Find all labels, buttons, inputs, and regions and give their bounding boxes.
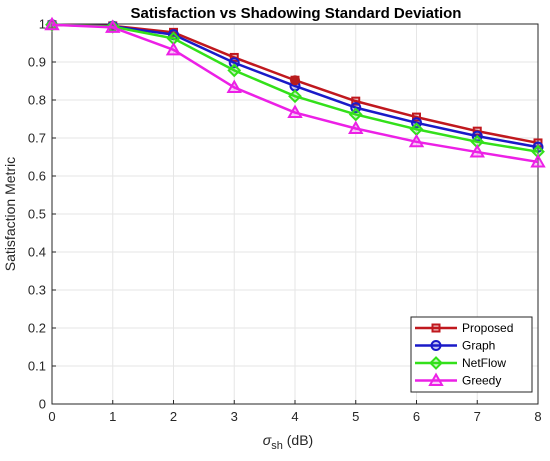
data-point-greedy bbox=[530, 153, 546, 168]
x-tick-label: 7 bbox=[474, 409, 481, 424]
y-tick-label: 0.2 bbox=[28, 321, 46, 336]
x-axis-label-symbol: σ bbox=[263, 432, 272, 448]
series-line-greedy bbox=[51, 23, 539, 164]
data-point-netflow bbox=[348, 107, 363, 122]
y-tick-label: 0.3 bbox=[28, 283, 46, 298]
data-point-greedy bbox=[287, 104, 303, 119]
y-tick-label: 0.4 bbox=[28, 245, 46, 260]
x-tick-label: 0 bbox=[48, 409, 55, 424]
highlight-point bbox=[290, 75, 300, 86]
legend-swatch-marker bbox=[430, 340, 442, 351]
data-point-greedy bbox=[44, 16, 60, 31]
data-point-greedy bbox=[469, 144, 485, 158]
data-point-proposed bbox=[412, 112, 421, 122]
chart-title: Satisfaction vs Shadowing Standard Devia… bbox=[131, 5, 462, 22]
y-tick-label: 0.7 bbox=[28, 131, 46, 146]
data-point-netflow bbox=[227, 63, 242, 78]
data-point-graph bbox=[228, 57, 240, 69]
legend-item-netflow: NetFlow bbox=[415, 356, 506, 370]
legend: Proposed Graph NetFlow Greedy bbox=[410, 316, 533, 393]
x-tick-label: 6 bbox=[413, 409, 420, 424]
y-axis-label: Satisfaction Metric bbox=[2, 157, 18, 271]
x-tick-label: 4 bbox=[291, 409, 298, 424]
y-tick-label: 0 bbox=[39, 397, 46, 412]
data-point-greedy bbox=[165, 41, 182, 56]
y-tick-label: 0.9 bbox=[28, 55, 46, 70]
x-tick-label: 1 bbox=[109, 409, 116, 424]
data-point-proposed bbox=[351, 96, 361, 106]
data-point-greedy bbox=[226, 79, 242, 93]
y-tick-label: 0.6 bbox=[28, 169, 46, 184]
x-tick-label: 3 bbox=[231, 409, 238, 424]
x-tick-label: 8 bbox=[534, 409, 541, 424]
data-point-greedy bbox=[408, 133, 425, 148]
legend-swatch-marker bbox=[428, 372, 444, 386]
legend-label: NetFlow bbox=[462, 356, 506, 370]
x-axis-label-subscript: sh bbox=[271, 440, 283, 452]
series-line-netflow bbox=[51, 23, 539, 153]
legend-label: Proposed bbox=[462, 321, 513, 335]
x-axis-label: σsh (dB) bbox=[263, 432, 313, 452]
series-line-graph bbox=[51, 23, 539, 149]
legend-item-greedy: Greedy bbox=[415, 372, 501, 388]
legend-swatch-marker bbox=[431, 323, 441, 333]
legend-swatch-marker bbox=[429, 356, 443, 370]
axis-ticks: 0 1 2 3 4 5 6 7 8 0 0.1 0.2 0.3 0.4 0.5 0.6 0.7 0.8 0.9 1 bbox=[28, 17, 542, 425]
data-point-greedy bbox=[105, 19, 121, 33]
x-axis-label-unit: (dB) bbox=[283, 432, 313, 448]
legend-label: Graph bbox=[462, 339, 495, 353]
data-point-greedy bbox=[348, 120, 364, 134]
legend-label: Greedy bbox=[462, 374, 501, 388]
series-greedy bbox=[44, 16, 546, 168]
y-tick-label: 0.1 bbox=[28, 359, 46, 374]
data-point-netflow bbox=[288, 89, 302, 104]
series-lines bbox=[44, 16, 546, 168]
x-tick-label: 5 bbox=[352, 409, 359, 424]
y-tick-label: 1 bbox=[39, 17, 46, 32]
legend-item-graph: Graph bbox=[415, 339, 495, 353]
legend-item-proposed: Proposed bbox=[415, 321, 513, 335]
x-tick-label: 2 bbox=[170, 409, 177, 424]
y-tick-label: 0.8 bbox=[28, 93, 46, 108]
y-tick-label: 0.5 bbox=[28, 207, 46, 222]
